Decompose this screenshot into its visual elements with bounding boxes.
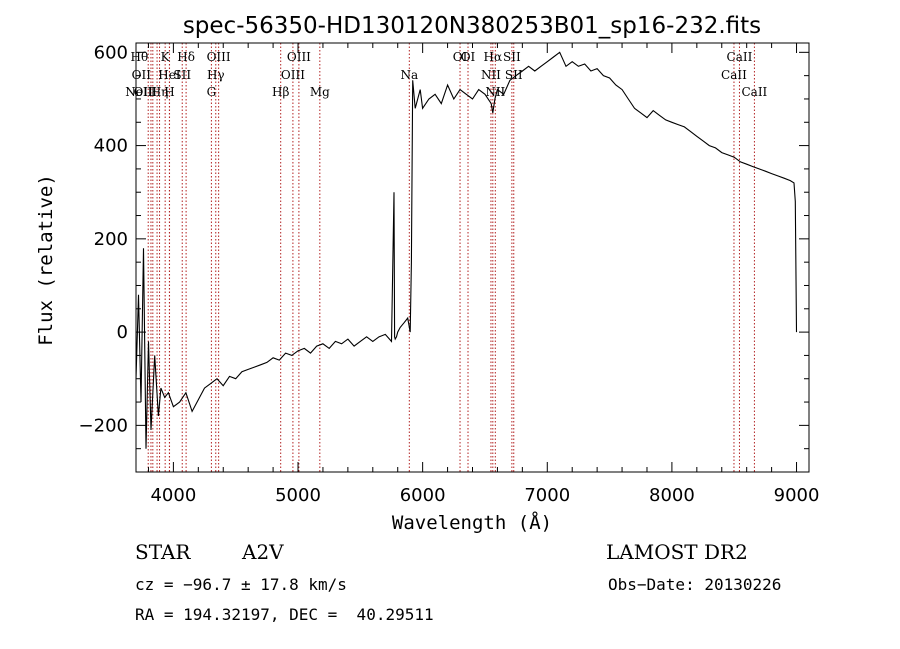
spectral-line-label: OII [133,85,153,99]
spectral-line-label: Mg [310,85,330,99]
spectrum-line [135,51,798,449]
y-axis-label: Flux (relative) [35,174,57,346]
spectral-line-label: HeI [158,68,181,82]
spectral-line-label: Hβ [272,85,289,99]
spectral-line-label: CaII [727,50,753,64]
spectral-line-label: SII [505,68,523,82]
spectral-line-label: CaII [741,85,767,99]
spectral-subclass: A2V [242,540,284,564]
x-axis-label: Wavelength (Å) [392,511,552,534]
observation-date: Obs−Date: 20130226 [608,575,782,594]
spectral-line-label: Hα [484,50,503,64]
spectral-line-label: SII [173,68,191,82]
spectral-line-label: OII [132,68,152,82]
plot-area: 4000 5000 6000 7000 8000 9000 −200 0 200 400 600 Hθ… [79,42,820,506]
x-tick-label: 9000 [774,485,820,506]
x-tick-label: 7000 [524,485,570,506]
spectral-line-label: NII [481,68,501,82]
spectral-line-label: NII [485,85,505,99]
y-tick-label: −200 [79,415,128,436]
spectral-line-label: Hγ [207,68,225,82]
spectral-line-label: Hθ [131,50,149,64]
spectral-line-label: Hη [151,85,169,99]
spectral-line-label: G [207,85,217,99]
x-tick-label: 4000 [150,485,196,506]
y-tick-label: 0 [117,322,128,343]
spectral-line-label: NeIII [125,85,157,99]
spectral-line-label: OIII [207,50,231,64]
spectral-line-label: Na [400,68,418,82]
x-tick-label: 8000 [649,485,695,506]
spectral-line-label: OIII [281,68,305,82]
survey-name: LAMOST DR2 [606,540,748,564]
plot-frame [135,42,810,473]
object-type: STAR [135,540,191,564]
y-tick-label: 200 [94,229,128,250]
y-tick-label: 400 [94,136,128,157]
spectral-line-label: K [161,50,171,64]
spectral-line-label: H [164,85,174,99]
spectral-line-label: OIII [287,50,311,64]
redshift-cz: cz = −96.7 ± 17.8 km/s [135,575,347,594]
x-tick-label: 6000 [400,485,446,506]
coordinates: RA = 194.32197, DEC = 40.29511 [135,605,434,624]
x-tick-label: 5000 [275,485,321,506]
spectral-line-label: OI [453,50,468,64]
y-tick-label: 600 [94,42,128,63]
spectral-line-label: Hδ [177,50,195,64]
chart-title: spec-56350-HD130120N380253B01_sp16-232.f… [183,13,761,39]
spectral-line-label: SII [503,50,521,64]
spectral-line-label: OI [461,50,476,64]
spectral-line-label: CaII [721,68,747,82]
